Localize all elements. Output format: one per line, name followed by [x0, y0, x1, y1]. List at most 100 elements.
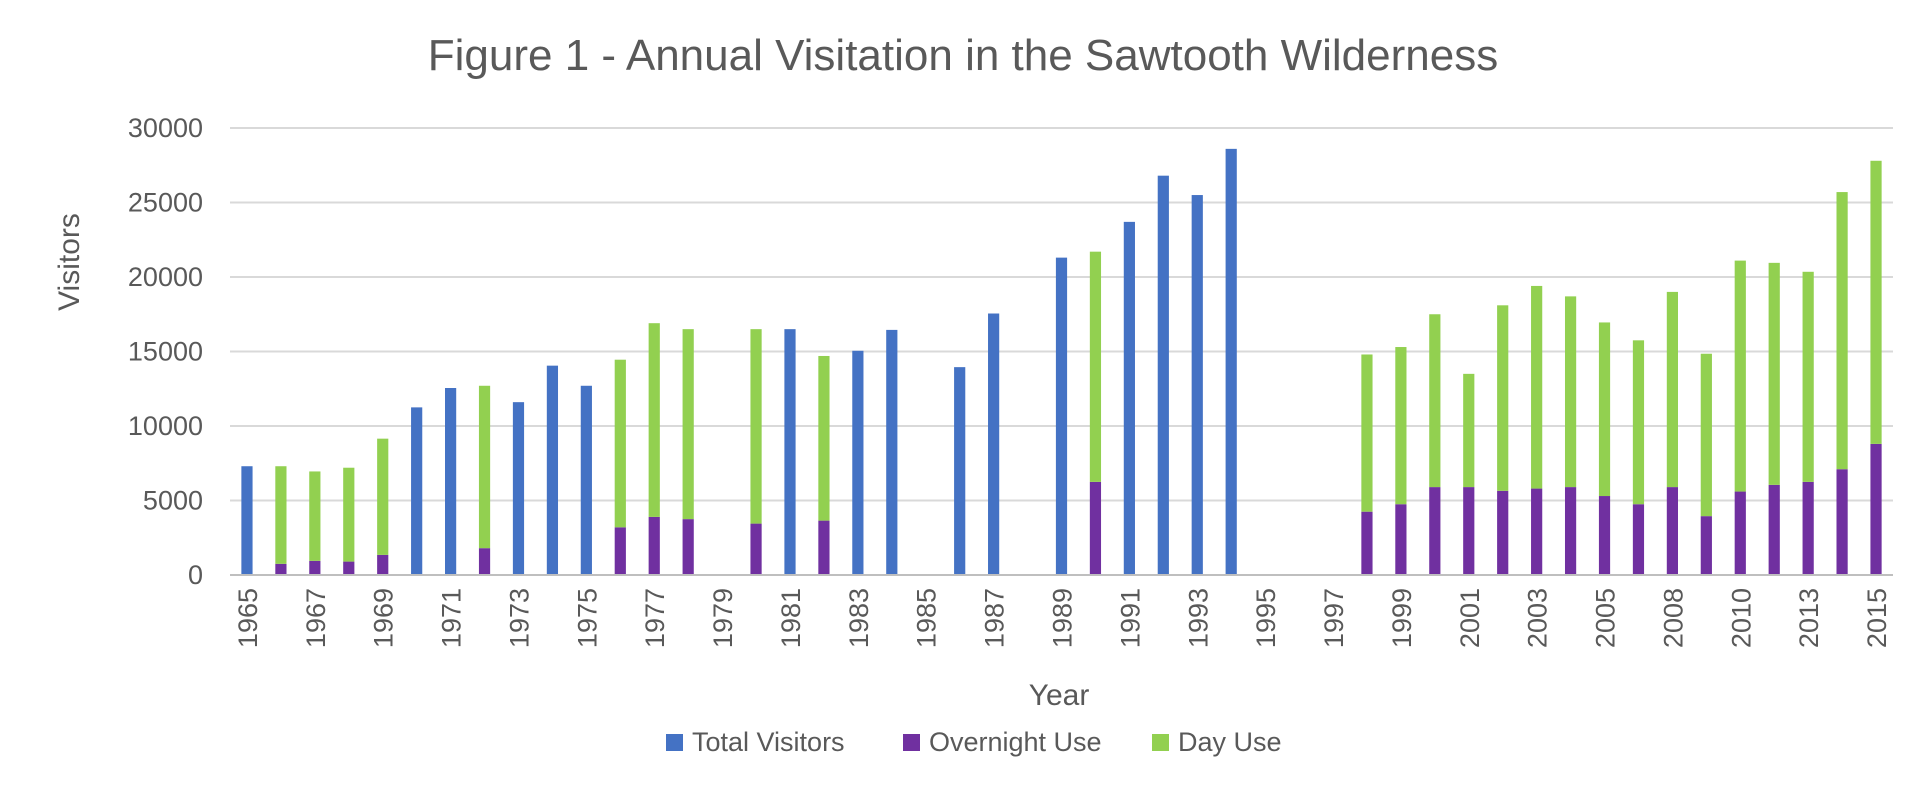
bar-overnight-use-1998 — [1361, 511, 1373, 575]
bar-overnight-use-1999 — [1395, 504, 1407, 575]
x-tick-label: 2003 — [1523, 588, 1553, 648]
bar-day-use-1969 — [377, 438, 389, 555]
bar-overnight-use-1966 — [275, 563, 287, 575]
bar-day-use-1968 — [343, 467, 355, 562]
x-tick-label: 1969 — [369, 588, 399, 648]
bar-overnight-use-2014 — [1836, 469, 1848, 575]
bar-overnight-use-2003 — [1531, 488, 1543, 575]
bar-overnight-use-2010 — [1734, 491, 1746, 575]
bar-day-use-2003 — [1531, 285, 1543, 489]
bar-total-visitors-1992 — [1157, 175, 1169, 575]
bar-day-use-1976 — [614, 359, 626, 528]
y-tick-label: 5000 — [143, 486, 203, 516]
y-axis-ticks: 0 5000 10000 15000 20000 25000 30000 — [128, 113, 203, 590]
bar-day-use-1977 — [648, 323, 660, 517]
bar-day-use-2015 — [1870, 160, 1882, 444]
bar-overnight-use-1967 — [309, 560, 321, 575]
x-tick-label: 1995 — [1251, 588, 1281, 648]
bar-overnight-use-1978 — [682, 519, 694, 575]
bar-day-use-2001 — [1463, 373, 1475, 488]
bar-overnight-use-2001 — [1463, 487, 1475, 575]
bar-overnight-use-2007 — [1632, 504, 1645, 575]
bar-overnight-use-1968 — [343, 561, 355, 575]
x-tick-label: 1973 — [504, 588, 534, 648]
bar-day-use-1980 — [750, 329, 762, 524]
x-tick-label: 2001 — [1455, 588, 1485, 648]
bars — [241, 148, 1882, 576]
x-tick-label: 1981 — [776, 588, 806, 648]
x-tick-label: 1965 — [233, 588, 263, 648]
bar-overnight-use-2015 — [1870, 443, 1882, 575]
x-axis-ticks: 1965 1967 1969 1971 1973 1975 1977 1979 1981 1983… — [233, 588, 1892, 648]
legend-swatch-overnight — [903, 734, 920, 751]
x-tick-label: 2013 — [1794, 588, 1824, 648]
bar-total-visitors-1989 — [1055, 257, 1068, 575]
bar-total-visitors-1973 — [512, 402, 525, 575]
bar-day-use-2000 — [1429, 314, 1441, 488]
bar-overnight-use-2000 — [1429, 487, 1441, 575]
bar-total-visitors-1983 — [852, 350, 864, 575]
y-tick-label: 25000 — [128, 188, 203, 218]
y-tick-label: 15000 — [128, 337, 203, 367]
bar-day-use-2012 — [1768, 262, 1780, 485]
y-tick-label: 20000 — [128, 262, 203, 292]
bar-total-visitors-1975 — [580, 385, 592, 575]
legend-label-day: Day Use — [1178, 727, 1282, 757]
x-tick-label: 1997 — [1319, 588, 1349, 648]
bar-total-visitors-1991 — [1123, 221, 1135, 575]
x-tick-label: 2010 — [1726, 588, 1756, 648]
x-axis-label: Year — [1029, 679, 1090, 712]
bar-overnight-use-2013 — [1802, 481, 1814, 575]
bar-total-visitors-1986 — [954, 367, 966, 575]
bar-day-use-2005 — [1598, 322, 1611, 497]
legend-swatch-day — [1152, 734, 1169, 751]
x-tick-label: 2005 — [1591, 588, 1621, 648]
bar-total-visitors-1981 — [784, 329, 796, 575]
bar-overnight-use-1982 — [818, 520, 830, 575]
bar-overnight-use-1969 — [377, 554, 389, 575]
x-tick-label: 1979 — [708, 588, 738, 648]
bar-total-visitors-1974 — [546, 365, 559, 575]
bar-day-use-2014 — [1836, 192, 1848, 470]
bar-total-visitors-1984 — [886, 329, 898, 575]
bar-day-use-2008 — [1666, 291, 1678, 488]
x-tick-label: 1985 — [912, 588, 942, 648]
x-tick-label: 1983 — [844, 588, 874, 648]
y-tick-label: 0 — [188, 560, 203, 590]
bar-day-use-2010 — [1734, 260, 1746, 492]
bar-day-use-2007 — [1632, 340, 1645, 505]
x-tick-label: 1975 — [572, 588, 602, 648]
bar-day-use-1966 — [275, 466, 287, 564]
bar-overnight-use-2008 — [1666, 487, 1678, 575]
bar-day-use-2013 — [1802, 271, 1814, 482]
x-tick-label: 2015 — [1862, 588, 1892, 648]
legend: Total Visitors Overnight Use Day Use — [666, 727, 1282, 757]
bar-total-visitors-1965 — [241, 466, 253, 575]
bar-overnight-use-2002 — [1497, 490, 1509, 575]
bar-total-visitors-1994 — [1225, 148, 1237, 576]
bar-day-use-2002 — [1497, 305, 1509, 491]
y-tick-label: 30000 — [128, 113, 203, 143]
x-tick-label: 1971 — [437, 588, 467, 648]
x-tick-label: 1987 — [980, 588, 1010, 648]
bar-day-use-1990 — [1089, 251, 1102, 482]
x-tick-label: 2008 — [1658, 588, 1688, 648]
legend-label-total: Total Visitors — [692, 727, 845, 757]
bar-total-visitors-1993 — [1191, 195, 1203, 576]
bar-overnight-use-2004 — [1564, 487, 1577, 575]
bar-overnight-use-2005 — [1598, 496, 1611, 575]
bar-total-visitors-1987 — [988, 313, 1000, 575]
y-axis-label: Visitors — [53, 213, 86, 311]
bar-day-use-1972 — [478, 385, 491, 549]
x-tick-label: 1991 — [1115, 588, 1145, 648]
y-tick-label: 10000 — [128, 411, 203, 441]
bar-day-use-1982 — [818, 355, 830, 521]
bar-day-use-1978 — [682, 329, 694, 520]
legend-swatch-total — [666, 734, 683, 751]
bar-overnight-use-1976 — [614, 527, 626, 575]
legend-label-overnight: Overnight Use — [929, 727, 1102, 757]
bar-day-use-1998 — [1361, 354, 1373, 512]
bar-overnight-use-1980 — [750, 523, 762, 575]
bar-day-use-2009 — [1700, 353, 1712, 517]
